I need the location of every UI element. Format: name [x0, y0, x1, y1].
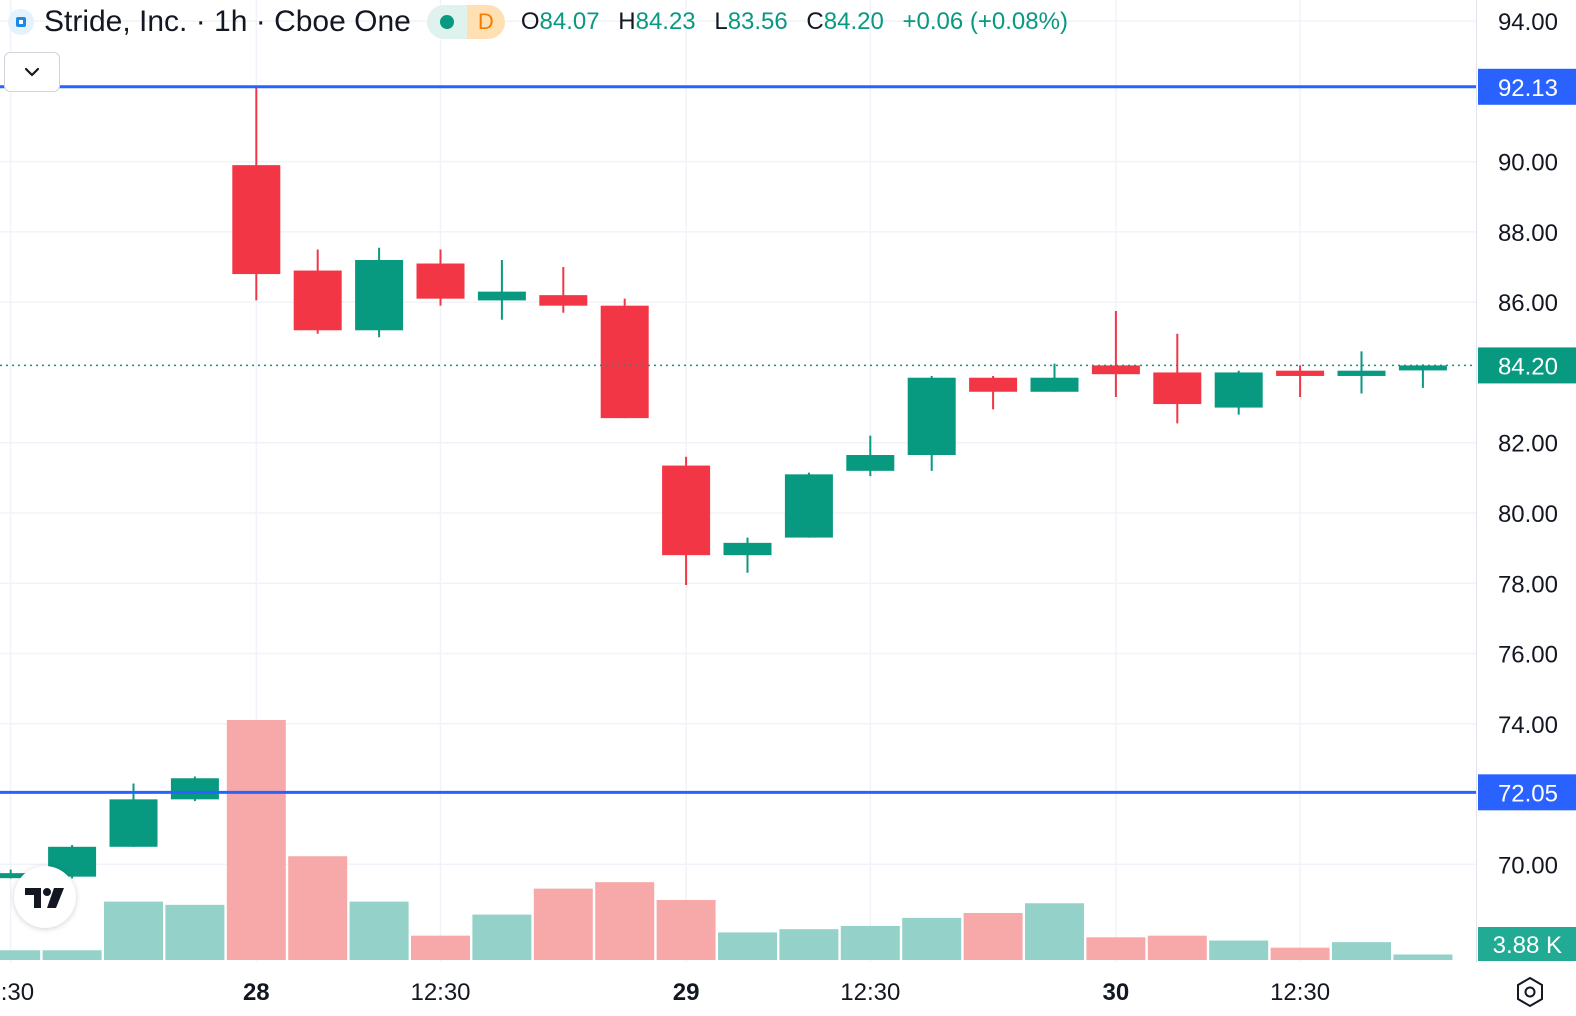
last-volume-label-bg — [1478, 927, 1576, 961]
symbol-title[interactable]: Stride, Inc. · 1h · Cboe One — [44, 5, 411, 38]
low-label: L — [714, 8, 728, 35]
candle-body — [293, 270, 342, 331]
volume-bar — [104, 901, 163, 960]
price-tick-label: 86.00 — [1498, 290, 1558, 317]
volume-bars — [0, 720, 1453, 960]
chevron-down-icon — [24, 67, 40, 77]
volume-bar — [42, 950, 102, 960]
candle-body — [1337, 370, 1386, 376]
high-value: 84.23 — [635, 8, 696, 35]
price-tick-label: 78.00 — [1498, 571, 1558, 598]
horizontal-line-label-bg — [1478, 774, 1576, 811]
last-price-label-bg — [1478, 347, 1576, 384]
candle-body — [969, 377, 1018, 392]
volume-bar — [1086, 937, 1146, 960]
candle-body — [784, 474, 833, 538]
price-tick-label: 74.00 — [1498, 712, 1558, 739]
candle-body — [0, 873, 35, 879]
candle-body — [1030, 377, 1079, 392]
symbol-legend: Stride, Inc. · 1h · Cboe One D O84.07 H8… — [8, 4, 1068, 40]
volume-bar — [226, 720, 286, 960]
candle-body — [477, 291, 526, 301]
price-tick-label: 70.00 — [1498, 852, 1558, 879]
candle-body — [1398, 365, 1447, 371]
volume-bar — [1209, 940, 1269, 960]
last-price-label: 84.20 — [1498, 353, 1558, 380]
candle-body — [600, 305, 649, 419]
volume-bar — [349, 901, 409, 960]
volume-bar — [472, 914, 532, 960]
volume-bar — [1332, 942, 1391, 960]
hexagon-settings-icon[interactable] — [1512, 974, 1548, 1010]
candle-body — [1091, 365, 1140, 375]
last-volume-label: 3.88 K — [1493, 932, 1562, 959]
volume-bar — [902, 917, 962, 960]
volume-bar — [165, 904, 225, 960]
price-tick-label: 80.00 — [1498, 501, 1558, 528]
time-tick-label: 12:30 — [410, 979, 470, 1006]
candle-body — [355, 260, 404, 331]
price-tick-label: 90.00 — [1498, 150, 1558, 177]
volume-bar — [840, 925, 900, 960]
volume-bar — [1393, 954, 1453, 960]
data-delay-badge[interactable]: D — [466, 5, 505, 39]
close-value: 84.20 — [823, 8, 884, 35]
candle-body — [846, 455, 895, 471]
volume-bar — [779, 929, 839, 960]
open-value: 84.07 — [539, 8, 600, 35]
market-status-badges[interactable]: D — [426, 5, 505, 39]
candle-body — [723, 542, 772, 556]
horizontal-lines[interactable]: 92.13 72.05 84.20 3.88 K — [0, 68, 1576, 961]
market-open-dot-icon[interactable] — [426, 5, 467, 39]
time-tick-label: 29 — [673, 979, 700, 1006]
low-value: 83.56 — [727, 8, 788, 35]
horizontal-line-label-bg — [1478, 68, 1576, 105]
symbol-logo-icon — [8, 9, 34, 35]
price-tick-label: 82.00 — [1498, 431, 1558, 458]
time-axis[interactable]: 2:30 28 12:30 29 12:30 30 12:30 — [0, 979, 1330, 1006]
candle-body — [662, 465, 711, 556]
volume-bar — [1270, 947, 1330, 960]
volume-bar — [533, 888, 593, 960]
open-label: O — [520, 8, 540, 35]
horizontal-line-label: 92.13 — [1498, 75, 1558, 102]
close-label: C — [806, 8, 824, 35]
ohlc-values: O84.07 H84.23 L83.56 C84.20 +0.06 (+0.08… — [521, 8, 1068, 36]
candle-body — [907, 377, 956, 456]
volume-bar — [656, 900, 716, 960]
price-tick-label: 94.00 — [1498, 9, 1558, 36]
candle-body — [170, 778, 219, 800]
time-tick-label: 2:30 — [0, 979, 34, 1006]
collapse-legend-button[interactable] — [4, 52, 60, 92]
high-label: H — [618, 8, 636, 35]
time-tick-label: 12:30 — [1270, 979, 1330, 1006]
price-tick-label: 88.00 — [1498, 220, 1558, 247]
time-tick-label: 30 — [1103, 979, 1130, 1006]
volume-bar — [0, 950, 41, 960]
candles — [0, 86, 1447, 879]
candle-body — [1214, 372, 1263, 408]
time-tick-label: 12:30 — [840, 979, 900, 1006]
price-tick-label: 76.00 — [1498, 642, 1558, 669]
volume-bar — [288, 856, 348, 960]
candle-body — [232, 165, 281, 275]
tradingview-logo-icon[interactable] — [14, 866, 76, 928]
volume-bar — [1147, 935, 1207, 960]
grid — [0, 0, 1476, 962]
volume-bar — [595, 882, 655, 960]
candle-body — [109, 799, 158, 847]
candle-body — [539, 295, 588, 306]
candle-body — [1153, 372, 1202, 405]
horizontal-line-label: 72.05 — [1498, 780, 1558, 807]
volume-bar — [411, 935, 470, 960]
candle-body — [416, 263, 465, 299]
time-tick-label: 28 — [243, 979, 270, 1006]
price-axis[interactable]: 70.00 74.00 76.00 78.00 80.00 82.00 86.00 88.00… — [1476, 0, 1559, 962]
volume-bar — [963, 912, 1023, 960]
change-value: +0.06 (+0.08%) — [902, 8, 1068, 35]
volume-bar — [1025, 903, 1084, 960]
candle-body — [1276, 370, 1325, 376]
volume-bar — [718, 932, 777, 960]
